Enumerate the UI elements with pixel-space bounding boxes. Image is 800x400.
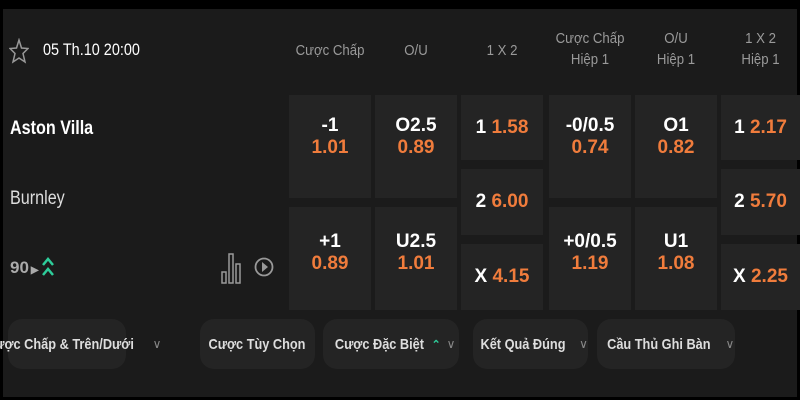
more-markets-count[interactable]: 90 ▶ xyxy=(10,258,39,277)
odds-cell-handicap-h1-away[interactable]: +0/0.5 1.19 xyxy=(549,207,631,310)
odds-cell-over-h1[interactable]: O1 0.82 xyxy=(635,95,717,198)
tab-correct-score[interactable]: Kết Quả Đúng ∨ xyxy=(473,319,588,369)
odds-cell-handicap-away[interactable]: +1 0.89 xyxy=(289,207,371,310)
odds-cell-1x2-h1-draw[interactable]: X 2.25 xyxy=(721,244,800,310)
double-chevron-up-icon: ⌃ xyxy=(431,338,441,351)
odds-cell-1x2-h1-home[interactable]: 1 2.17 xyxy=(721,95,800,160)
odds-cell-under-h1[interactable]: U1 1.08 xyxy=(635,207,717,310)
match-datetime: 05 Th.10 20:00 xyxy=(43,40,140,59)
header-handicap-h1: Cược Chấp Hiệp 1 xyxy=(555,30,625,68)
chevron-down-icon: ∨ xyxy=(579,337,588,351)
odds-cell-handicap-home[interactable]: -1 1.01 xyxy=(289,95,371,198)
header-1x2: 1 X 2 xyxy=(486,42,518,59)
chevron-down-icon: ∨ xyxy=(446,337,456,351)
odds-cell-under[interactable]: U2.5 1.01 xyxy=(375,207,457,310)
double-chevron-up-icon xyxy=(42,257,54,276)
odds-cell-1x2-h1-away[interactable]: 2 5.70 xyxy=(721,169,800,235)
tab-custom-bets[interactable]: Cược Tùy Chọn xyxy=(200,319,315,369)
odds-cell-1x2-home[interactable]: 1 1.58 xyxy=(461,95,543,160)
star-icon[interactable] xyxy=(9,38,29,64)
odds-cell-1x2-draw[interactable]: X 4.15 xyxy=(461,244,543,310)
stats-icon[interactable] xyxy=(221,252,241,284)
chevron-right-icon: ▶ xyxy=(30,265,39,276)
chevron-down-icon: ∨ xyxy=(725,337,735,351)
tab-handicap-over-under[interactable]: Cược Chấp & Trên/Dưới ∨ xyxy=(0,319,161,369)
header-ou: O/U xyxy=(404,42,428,59)
home-team: Aston Villa xyxy=(10,118,94,139)
away-team: Burnley xyxy=(10,188,65,209)
odds-cell-handicap-h1-home[interactable]: -0/0.5 0.74 xyxy=(549,95,631,198)
header-handicap: Cược Chấp xyxy=(295,42,365,59)
header-1x2-h1: 1 X 2 Hiệp 1 xyxy=(741,30,780,68)
tab-special-bets[interactable]: Cược Đặc Biệt ⌃ ∨ xyxy=(323,319,459,369)
chevron-down-icon: ∨ xyxy=(152,337,162,351)
odds-cell-1x2-away[interactable]: 2 6.00 xyxy=(461,169,543,235)
odds-cell-over[interactable]: O2.5 0.89 xyxy=(375,95,457,198)
tab-goalscorer[interactable]: Cầu Thủ Ghi Bàn ∨ xyxy=(597,319,735,369)
play-icon[interactable] xyxy=(254,251,274,283)
header-ou-h1: O/U Hiệp 1 xyxy=(656,30,696,68)
